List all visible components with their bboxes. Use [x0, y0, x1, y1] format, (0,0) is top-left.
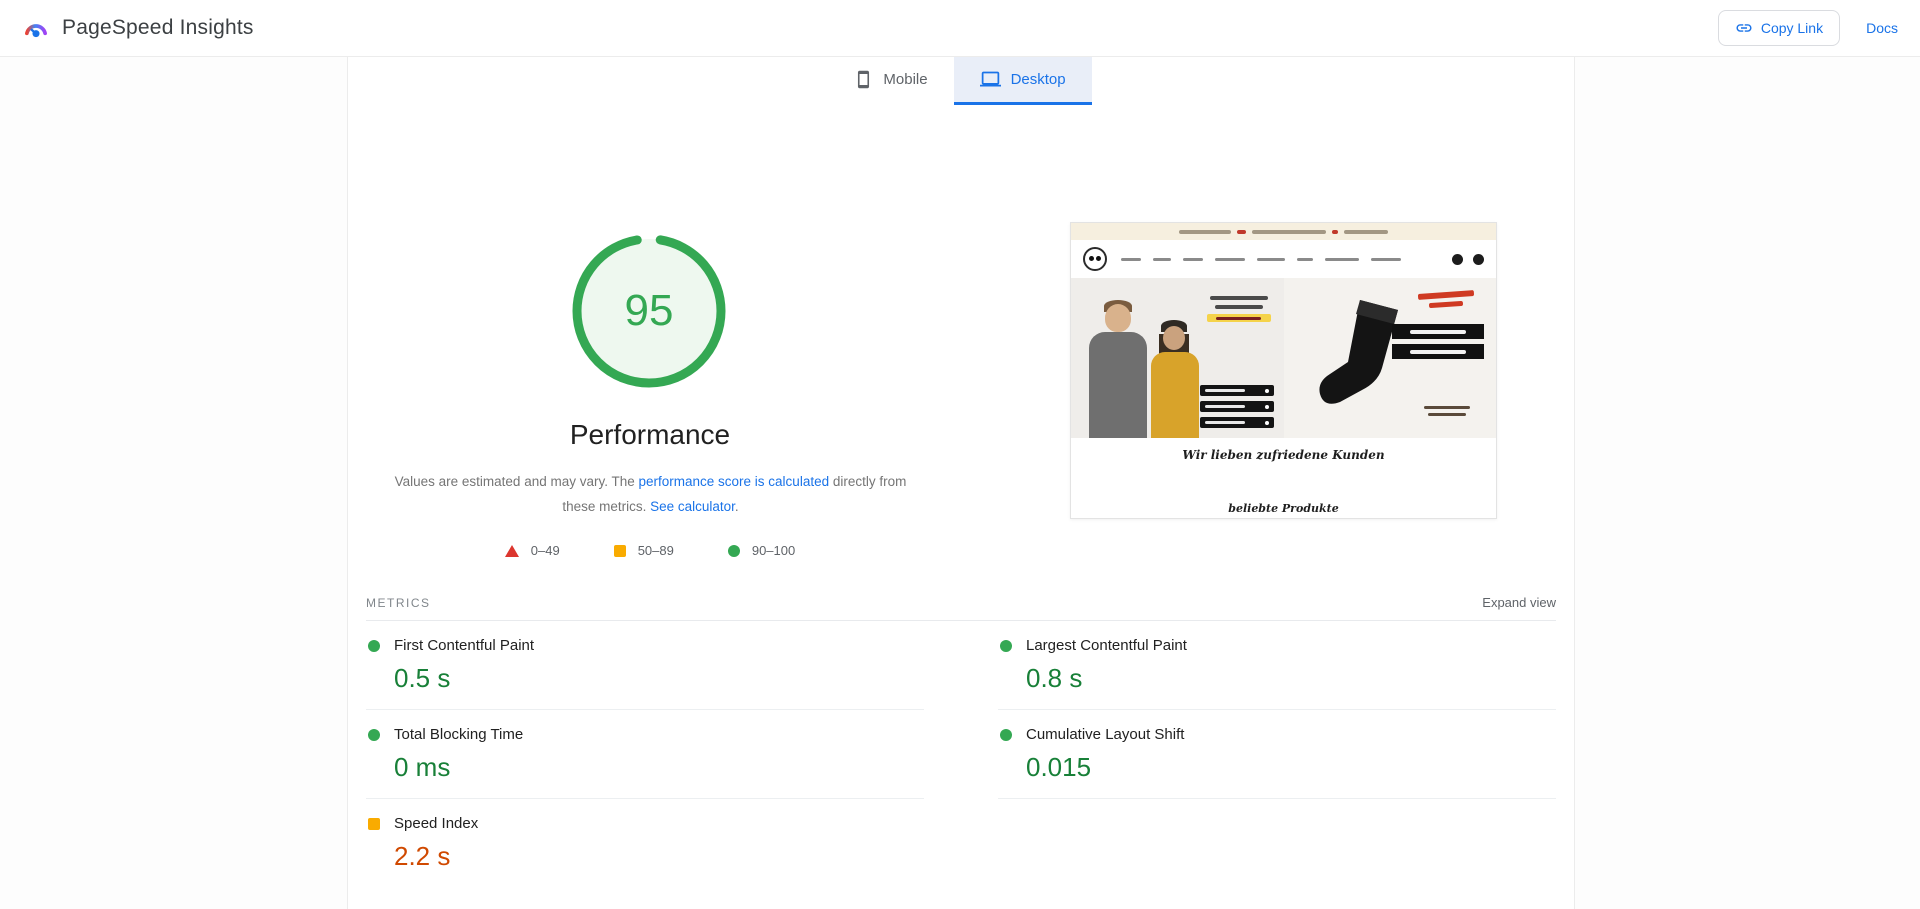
metric-speed-index: Speed Index 2.2 s	[366, 799, 924, 888]
tab-desktop-label: Desktop	[1010, 71, 1066, 88]
performance-score-value: 95	[624, 286, 674, 335]
preview-hero-product	[1283, 278, 1496, 438]
link-icon	[1735, 19, 1753, 37]
preview-nav-links	[1121, 257, 1438, 261]
disclaimer-text: Values are estimated and may vary. The	[394, 474, 639, 489]
preview-product-labels	[1391, 324, 1484, 359]
preview-nav-bar	[1071, 240, 1496, 278]
metric-value: 0.8 s	[1026, 663, 1083, 693]
good-circle-icon	[368, 728, 380, 741]
legend-fail-range: 0–49	[530, 543, 560, 558]
tab-desktop[interactable]: Desktop	[953, 57, 1092, 105]
average-square-icon	[368, 817, 380, 830]
preview-announcement-bar	[1071, 223, 1496, 240]
metric-value: 0.5 s	[394, 663, 451, 693]
average-square-icon	[613, 544, 626, 557]
preview-new-badge	[1417, 290, 1475, 309]
metric-largest-contentful-paint: Largest Contentful Paint 0.8 s	[998, 621, 1556, 710]
good-circle-icon	[727, 544, 740, 557]
metric-value: 2.2 s	[394, 841, 451, 871]
good-circle-icon	[1000, 728, 1012, 741]
preview-products-heading: beliebte Produkte	[1228, 502, 1339, 515]
app-header: PageSpeed Insights Copy Link Docs	[0, 0, 1920, 57]
legend-good-range: 90–100	[751, 543, 796, 558]
score-legend: 0–49 50–89 90–100	[348, 543, 952, 558]
good-circle-icon	[368, 639, 380, 652]
mobile-icon	[854, 70, 873, 89]
preview-sock-image	[1314, 296, 1434, 426]
page-screenshot-thumbnail[interactable]: Wir lieben zufriedene Kunden beliebte Pr…	[1070, 222, 1497, 519]
metric-name: Total Blocking Time	[394, 726, 524, 743]
legend-fail: 0–49	[504, 543, 560, 558]
header-actions: Copy Link Docs	[1717, 10, 1898, 46]
disclaimer-text-end: .	[734, 499, 739, 514]
preview-hero	[1071, 278, 1496, 438]
fail-triangle-icon	[504, 544, 519, 557]
performance-score-gauge: 95	[567, 229, 731, 393]
pagespeed-gauge-logo-icon	[22, 14, 50, 42]
docs-link[interactable]: Docs	[1866, 20, 1898, 36]
report-card: 95 Performance Values are estimated and …	[347, 57, 1575, 909]
preview-product-subtext	[1424, 406, 1470, 416]
copy-link-label: Copy Link	[1760, 20, 1824, 36]
metric-name: Cumulative Layout Shift	[1026, 726, 1185, 743]
preview-hero-couple-photo	[1071, 278, 1284, 438]
see-calculator-link[interactable]: See calculator	[650, 499, 735, 514]
legend-average-range: 50–89	[637, 543, 674, 558]
performance-category-title: Performance	[569, 419, 731, 450]
tab-mobile[interactable]: Mobile	[828, 57, 953, 105]
metric-name: Largest Contentful Paint	[1026, 637, 1187, 654]
metric-value: 0 ms	[394, 752, 451, 782]
copy-link-button[interactable]: Copy Link	[1717, 10, 1841, 46]
metrics-heading: METRICS	[366, 595, 431, 610]
device-tabbar: Mobile Desktop	[0, 57, 1920, 105]
metrics-header-row: METRICS Expand view	[366, 585, 1556, 621]
metric-total-blocking-time: Total Blocking Time 0 ms	[366, 710, 924, 799]
preview-shop-logo	[1083, 247, 1107, 271]
desktop-icon	[979, 69, 1001, 90]
preview-tagline: Wir lieben zufriedene Kunden	[1182, 448, 1385, 462]
preview-hero-copy	[1202, 296, 1276, 322]
disclaimer-text-mid: directly from these metrics.	[562, 474, 907, 514]
metric-name: First Contentful Paint	[394, 637, 535, 654]
metric-cumulative-layout-shift: Cumulative Layout Shift 0.015	[998, 710, 1556, 799]
app-title: PageSpeed Insights	[62, 16, 254, 39]
tab-mobile-label: Mobile	[883, 71, 928, 88]
score-disclaimer: Values are estimated and may vary. The p…	[378, 469, 923, 519]
preview-hero-buttons	[1199, 385, 1274, 428]
good-circle-icon	[1000, 639, 1012, 652]
legend-average: 50–89	[613, 543, 674, 558]
expand-view-toggle[interactable]: Expand view	[1482, 595, 1556, 610]
metrics-grid: First Contentful Paint 0.5 s Largest Con…	[366, 621, 1556, 888]
metric-first-contentful-paint: First Contentful Paint 0.5 s	[366, 621, 924, 710]
metric-name: Speed Index	[394, 815, 479, 832]
preview-nav-icons	[1452, 253, 1484, 265]
brand: PageSpeed Insights	[22, 14, 254, 42]
legend-good: 90–100	[727, 543, 796, 558]
metric-value: 0.015	[1026, 752, 1092, 782]
performance-score-calculated-link[interactable]: performance score is calculated	[638, 474, 830, 489]
